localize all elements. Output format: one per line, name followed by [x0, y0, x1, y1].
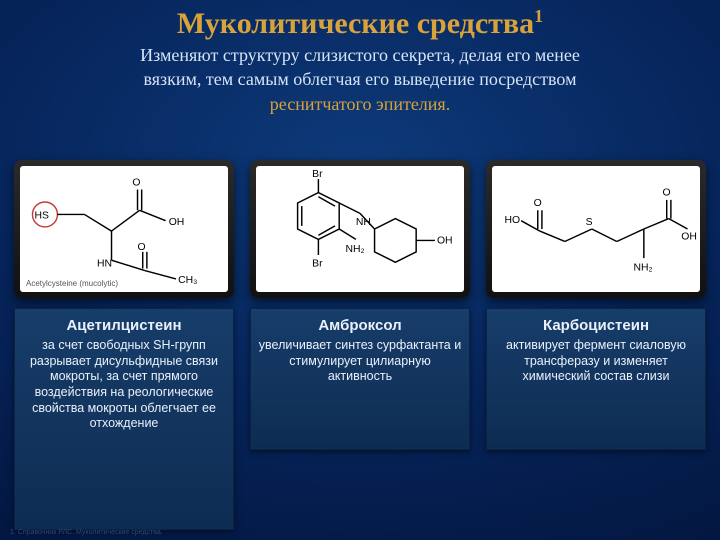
molecule-carbocisteine-svg: HO O S NH₂ O OH [492, 166, 700, 292]
card-ambroxol: Br Br NH₂ NH OH Амброксол увеличивает си… [250, 160, 470, 530]
svg-text:OH: OH [681, 231, 697, 242]
molecule-ambroxol-svg: Br Br NH₂ NH OH [256, 166, 464, 292]
intro-line2: вязким, тем самым облегчая его выведение… [144, 69, 577, 89]
drug-desc: активирует фермент сиаловую трансферазу … [493, 338, 699, 385]
svg-text:NH: NH [356, 217, 371, 228]
svg-text:Br: Br [312, 258, 323, 269]
svg-text:Br: Br [312, 169, 323, 180]
slide-title: Муколитические средства1 [0, 0, 720, 41]
intro-text: Изменяют структуру слизистого секрета, д… [0, 41, 720, 116]
desc-box: Карбоцистеин активирует фермент сиаловую… [486, 308, 706, 450]
svg-text:OH: OH [169, 217, 185, 228]
svg-text:O: O [138, 242, 146, 253]
formula-acetylcysteine: HS O OH HN O CH₃ Acetylcysteine (mucolyt… [20, 166, 228, 292]
drug-desc: за счет свободных SH-групп разрывает дис… [21, 338, 227, 432]
svg-text:O: O [534, 198, 542, 209]
title-sup: 1 [534, 6, 543, 26]
footnote: 1. Справочник РЛС. Муколитические средст… [10, 529, 163, 536]
card-acetylcysteine: HS O OH HN O CH₃ Acetylcysteine (mucolyt… [14, 160, 234, 530]
intro-line1: Изменяют структуру слизистого секрета, д… [140, 45, 580, 65]
drug-desc: увеличивает синтез сурфактанта и стимули… [257, 338, 463, 385]
formula-ambroxol: Br Br NH₂ NH OH [256, 166, 464, 292]
svg-text:NH₂: NH₂ [345, 244, 364, 255]
svg-text:O: O [663, 188, 671, 199]
card-carbocisteine: HO O S NH₂ O OH Карбоцистеин активирует … [486, 160, 706, 530]
title-text: Муколитические средства [177, 7, 534, 40]
drug-name: Карбоцистеин [493, 317, 699, 334]
drug-name: Ацетилцистеин [21, 317, 227, 334]
drug-name: Амброксол [257, 317, 463, 334]
formula-carbocisteine: HO O S NH₂ O OH [492, 166, 700, 292]
svg-text:CH₃: CH₃ [178, 275, 197, 286]
svg-text:HO: HO [504, 215, 520, 226]
formula-frame: Br Br NH₂ NH OH [250, 160, 470, 298]
formula-frame: HO O S NH₂ O OH [486, 160, 706, 298]
formula-caption: Acetylcysteine (mucolytic) [26, 279, 118, 288]
svg-text:O: O [132, 177, 140, 188]
formula-frame: HS O OH HN O CH₃ Acetylcysteine (mucolyt… [14, 160, 234, 298]
svg-text:HS: HS [35, 211, 50, 222]
slide: Муколитические средства1 Изменяют структ… [0, 0, 720, 540]
svg-text:S: S [586, 217, 593, 228]
svg-text:NH₂: NH₂ [633, 263, 652, 274]
intro-highlight: реснитчатого эпителия. [270, 94, 450, 114]
cards-row: HS O OH HN O CH₃ Acetylcysteine (mucolyt… [14, 160, 706, 530]
desc-box: Амброксол увеличивает синтез сурфактанта… [250, 308, 470, 450]
molecule-acetylcysteine-svg: HS O OH HN O CH₃ [20, 166, 228, 292]
svg-text:HN: HN [97, 258, 112, 269]
svg-text:OH: OH [437, 236, 453, 247]
desc-box: Ацетилцистеин за счет свободных SH-групп… [14, 308, 234, 530]
